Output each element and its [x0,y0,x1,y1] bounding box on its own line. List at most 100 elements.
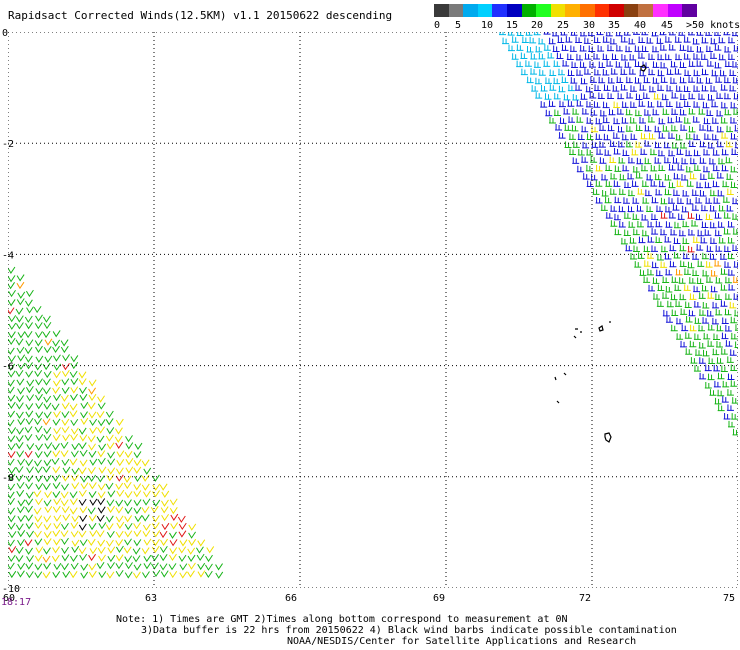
wind-barb [678,32,686,36]
wind-barb [89,498,98,506]
wind-barb [635,124,643,132]
wind-barb [656,253,664,261]
wind-barb [650,245,658,252]
wind-barb [627,172,635,180]
wind-barb [640,148,648,155]
wind-barb [628,68,636,75]
legend-swatch [550,4,566,17]
island-outline [640,64,647,72]
wind-barb [89,529,98,538]
wind-barb [141,506,150,514]
wind-barb [669,260,677,268]
wind-barb [8,458,15,466]
wind-barb [52,345,60,354]
wind-barb [34,521,43,530]
wind-barb [124,499,132,507]
wind-barb [124,507,133,515]
wind-barb [688,60,696,67]
wind-barb [706,309,714,317]
legend-tick-label: 30 [583,20,596,31]
wind-barb [107,467,116,475]
wind-barb [568,116,576,123]
wind-barb [620,68,628,75]
wind-barb [595,164,603,172]
wind-barb [62,354,70,362]
wind-barb [711,117,719,124]
wind-barb [572,108,580,115]
wind-barb [43,321,52,330]
wind-barb [34,515,43,523]
wind-barb [732,228,738,235]
wind-barb [620,53,628,61]
wind-barb [53,410,62,418]
wind-barb [674,68,682,75]
wind-barb [698,309,706,316]
wind-barb [586,133,594,140]
wind-barb [710,285,718,293]
wind-barb [124,555,133,563]
wind-barb [8,522,16,530]
wind-barb [617,92,625,100]
wind-barb [526,45,534,53]
wind-barb [116,459,125,467]
wind-barb [179,563,188,571]
wind-barb [8,289,16,298]
wind-barb [688,108,696,115]
wind-barb [15,322,24,330]
wind-barb [720,117,728,124]
wind-barb [597,45,605,52]
wind-barb [673,172,681,180]
legend-swatch [667,4,683,17]
wind-barb [530,52,538,60]
wind-barb [646,268,654,276]
wind-barb [577,133,585,140]
wind-barb [709,253,717,260]
wind-barb [689,172,697,180]
wind-barb [647,116,655,123]
wind-barb [115,427,123,435]
wind-barb [631,180,639,187]
wind-barb [170,513,179,521]
wind-barb [60,530,69,538]
wind-barb [8,546,17,554]
wind-barb [599,157,607,164]
wind-barb [694,349,702,356]
wind-barb [133,571,141,579]
wind-barb [97,491,106,499]
wind-barb [133,483,142,491]
wind-barb [713,380,721,388]
wind-map[interactable] [8,32,738,588]
wind-barb [679,44,687,51]
wind-barb [35,475,44,483]
wind-barb [734,324,738,331]
wind-barb [71,545,80,554]
wind-barb [61,522,69,531]
wind-barb [717,404,725,412]
wind-barb [700,53,708,60]
wind-barb [671,108,679,115]
wind-barb [724,108,732,116]
wind-barb [499,32,507,36]
wind-barb [16,281,25,290]
wind-barb [704,181,712,189]
wind-barb [634,261,642,268]
wind-barb [35,411,44,419]
wind-barb [666,300,674,308]
wind-barb [511,36,519,43]
wind-barb [693,333,701,340]
wind-barb [692,253,700,260]
wind-barb [553,60,561,67]
wind-barb [693,133,701,141]
wind-barb [35,378,43,386]
wind-barb [641,213,649,221]
wind-barb [686,197,694,205]
wind-barb [161,513,170,522]
wind-barb [656,300,664,307]
wind-barb [733,108,738,115]
wind-barb [88,553,96,562]
wind-barb [69,403,78,411]
wind-barb [723,245,731,253]
wind-barb [635,172,643,179]
wind-barb [8,491,15,499]
wind-barb [89,458,98,466]
